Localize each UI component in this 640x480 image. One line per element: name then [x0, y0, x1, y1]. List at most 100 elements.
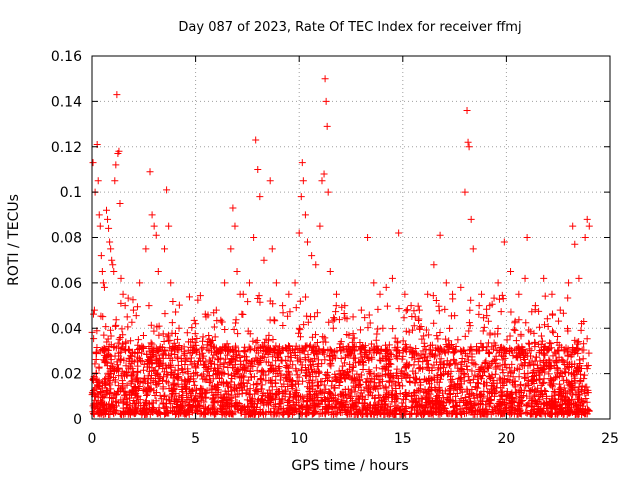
- data-point: [263, 400, 271, 408]
- data-point: [254, 165, 262, 173]
- data-point: [453, 409, 461, 417]
- data-point: [546, 375, 554, 383]
- data-point: [571, 240, 579, 248]
- data-point: [541, 321, 549, 329]
- data-point: [560, 347, 568, 355]
- data-point: [216, 361, 224, 369]
- data-point: [321, 356, 329, 364]
- data-point: [494, 407, 502, 415]
- data-point: [461, 332, 469, 340]
- data-point: [159, 400, 167, 408]
- data-point: [237, 360, 245, 368]
- data-point: [540, 366, 548, 374]
- data-point: [89, 159, 97, 167]
- data-point: [408, 326, 416, 334]
- data-point: [253, 347, 261, 355]
- data-point: [190, 316, 198, 324]
- data-point: [116, 356, 124, 364]
- data-point: [219, 403, 227, 411]
- data-point: [292, 342, 300, 350]
- data-point: [389, 325, 397, 333]
- data-point: [372, 382, 380, 390]
- data-point: [266, 177, 274, 185]
- data-point: [466, 391, 474, 399]
- data-point: [145, 302, 153, 310]
- data-point: [212, 371, 220, 379]
- data-point: [575, 383, 583, 391]
- data-point: [252, 338, 260, 346]
- data-point: [391, 398, 399, 406]
- data-point: [133, 353, 141, 361]
- data-point: [241, 352, 249, 360]
- data-point: [140, 374, 148, 382]
- data-point: [295, 329, 303, 337]
- data-point: [423, 363, 431, 371]
- data-point: [212, 344, 220, 352]
- data-point: [573, 366, 581, 374]
- data-point: [314, 402, 322, 410]
- data-point: [467, 296, 475, 304]
- data-point: [115, 147, 123, 155]
- data-point: [568, 360, 576, 368]
- data-point: [150, 327, 158, 335]
- data-point: [504, 376, 512, 384]
- data-point: [374, 400, 382, 408]
- data-point: [507, 308, 515, 316]
- data-point: [544, 346, 552, 354]
- data-point: [143, 358, 151, 366]
- data-point: [192, 363, 200, 371]
- data-point: [472, 383, 480, 391]
- data-point: [449, 290, 457, 298]
- data-point: [289, 361, 297, 369]
- data-point: [431, 352, 439, 360]
- data-point: [127, 360, 135, 368]
- data-point: [222, 390, 230, 398]
- data-point: [92, 355, 100, 363]
- data-point: [302, 356, 310, 364]
- data-point: [580, 375, 588, 383]
- data-point: [487, 374, 495, 382]
- data-point: [188, 324, 196, 332]
- data-point: [172, 410, 180, 418]
- data-point: [250, 234, 258, 241]
- data-point: [115, 335, 123, 343]
- data-point: [296, 326, 304, 334]
- data-point: [262, 335, 270, 343]
- data-point: [471, 401, 479, 409]
- data-point: [177, 355, 185, 363]
- data-point: [142, 392, 150, 400]
- data-point: [187, 338, 195, 346]
- data-point: [217, 391, 225, 399]
- data-point: [104, 335, 112, 343]
- data-point: [497, 351, 505, 359]
- data-point: [230, 364, 238, 372]
- data-point: [117, 396, 125, 404]
- data-point: [417, 394, 425, 402]
- data-point: [97, 387, 105, 395]
- data-point: [403, 306, 411, 314]
- data-point: [547, 362, 555, 370]
- data-point: [104, 215, 112, 223]
- data-point: [191, 330, 199, 338]
- data-point: [531, 391, 539, 399]
- data-point: [194, 401, 202, 409]
- data-point: [413, 402, 421, 410]
- data-point: [461, 350, 469, 358]
- data-point: [546, 398, 554, 406]
- data-point: [196, 384, 204, 392]
- data-point: [564, 407, 572, 415]
- data-point: [510, 326, 518, 334]
- data-point: [94, 177, 102, 185]
- data-point: [412, 398, 420, 406]
- data-point: [249, 394, 257, 402]
- data-point: [411, 313, 419, 321]
- data-point: [106, 394, 113, 402]
- data-point: [434, 335, 442, 343]
- data-point: [326, 360, 334, 368]
- data-point: [150, 366, 158, 374]
- data-point: [118, 325, 126, 333]
- data-point: [136, 279, 144, 287]
- data-point: [107, 332, 115, 340]
- data-point: [103, 206, 111, 214]
- data-point: [295, 229, 303, 237]
